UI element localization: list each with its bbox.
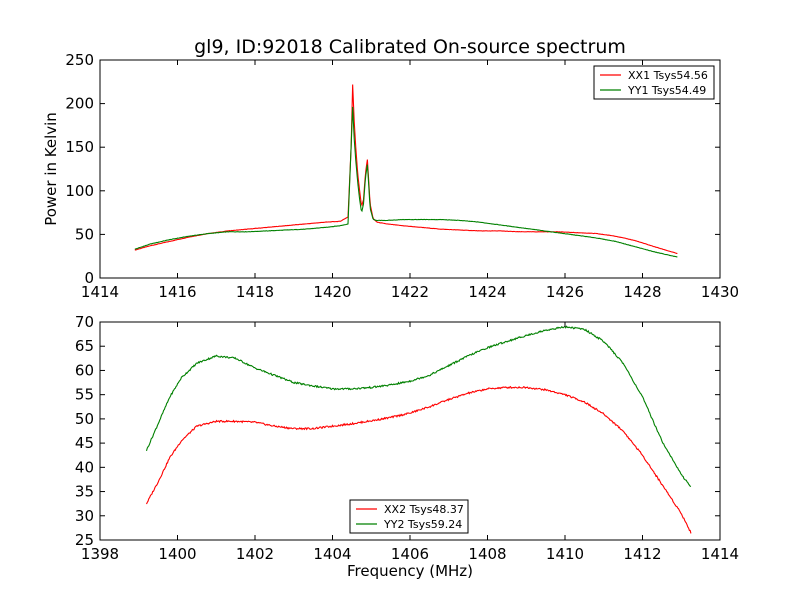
x-tick-label: 1414 bbox=[81, 283, 119, 301]
y-tick-label: 55 bbox=[75, 386, 94, 404]
y-tick-label: 70 bbox=[75, 313, 94, 331]
x-tick-label: 1408 bbox=[468, 545, 506, 563]
x-tick-label: 1430 bbox=[701, 283, 739, 301]
series-line-1-0 bbox=[145, 385, 692, 534]
x-tick-label: 1420 bbox=[313, 283, 351, 301]
bottom-y-ticks: 25 30 35 40 45 50 55 60 65 70 bbox=[75, 313, 720, 549]
x-tick-label: 1400 bbox=[158, 545, 196, 563]
bottom-legend-box bbox=[349, 499, 469, 534]
top-plot-area bbox=[134, 84, 678, 258]
bottom-plot-area bbox=[145, 325, 692, 534]
y-tick-label: 0 bbox=[84, 269, 94, 287]
top-chart: gl9, ID:92018 Calibrated On-source spect… bbox=[42, 36, 739, 301]
x-tick-label: 1402 bbox=[236, 545, 274, 563]
x-axis-label: Frequency (MHz) bbox=[347, 562, 473, 580]
y-tick-label: 35 bbox=[75, 483, 94, 501]
y-tick-label: 200 bbox=[65, 95, 94, 113]
y-tick-label: 100 bbox=[65, 182, 94, 200]
x-tick-label: 1404 bbox=[313, 545, 351, 563]
legend-label-yy2: YY2 Tsys59.24 bbox=[383, 518, 462, 531]
top-y-ticks: 0 50 100 150 200 250 bbox=[65, 51, 720, 287]
bottom-chart: 1398 1400 1402 1404 1406 1408 1410 1412 1414 25 3… bbox=[75, 313, 739, 580]
x-tick-label: 1428 bbox=[623, 283, 661, 301]
chart-title: gl9, ID:92018 Calibrated On-source spect… bbox=[194, 36, 626, 58]
y-tick-label: 50 bbox=[75, 225, 94, 243]
bottom-x-ticks: 1398 1400 1402 1404 1406 1408 1410 1412 1414 bbox=[81, 322, 739, 563]
y-tick-label: 30 bbox=[75, 507, 94, 525]
y-axis-label: Power in Kelvin bbox=[42, 112, 60, 226]
series-line-0-1 bbox=[134, 106, 678, 258]
x-tick-label: 1414 bbox=[701, 545, 739, 563]
x-tick-label: 1410 bbox=[546, 545, 584, 563]
y-tick-label: 65 bbox=[75, 337, 94, 355]
x-tick-label: 1422 bbox=[391, 283, 429, 301]
bottom-legend: XX2 Tsys48.37 YY2 Tsys59.24 bbox=[349, 499, 469, 534]
legend-label-xx1: XX1 Tsys54.56 bbox=[628, 69, 708, 82]
legend-label-xx2: XX2 Tsys48.37 bbox=[384, 503, 464, 516]
top-legend-box bbox=[593, 65, 715, 100]
series-line-0-0 bbox=[134, 84, 678, 254]
x-tick-label: 1398 bbox=[81, 545, 119, 563]
y-tick-label: 25 bbox=[75, 531, 94, 549]
x-tick-label: 1412 bbox=[623, 545, 661, 563]
series-line-1-1 bbox=[145, 325, 692, 488]
top-x-ticks: 1414 1416 1418 1420 1422 1424 1426 1428 1430 bbox=[81, 60, 739, 301]
y-tick-label: 45 bbox=[75, 434, 94, 452]
x-tick-label: 1424 bbox=[468, 283, 506, 301]
x-tick-label: 1416 bbox=[158, 283, 196, 301]
y-tick-label: 40 bbox=[75, 458, 94, 476]
y-tick-label: 150 bbox=[65, 138, 94, 156]
top-legend: XX1 Tsys54.56 YY1 Tsys54.49 bbox=[593, 65, 715, 100]
x-tick-label: 1418 bbox=[236, 283, 274, 301]
x-tick-label: 1426 bbox=[546, 283, 584, 301]
y-tick-label: 50 bbox=[75, 410, 94, 428]
legend-label-yy1: YY1 Tsys54.49 bbox=[627, 84, 706, 97]
y-tick-label: 60 bbox=[75, 361, 94, 379]
x-tick-label: 1406 bbox=[391, 545, 429, 563]
y-tick-label: 250 bbox=[65, 51, 94, 69]
